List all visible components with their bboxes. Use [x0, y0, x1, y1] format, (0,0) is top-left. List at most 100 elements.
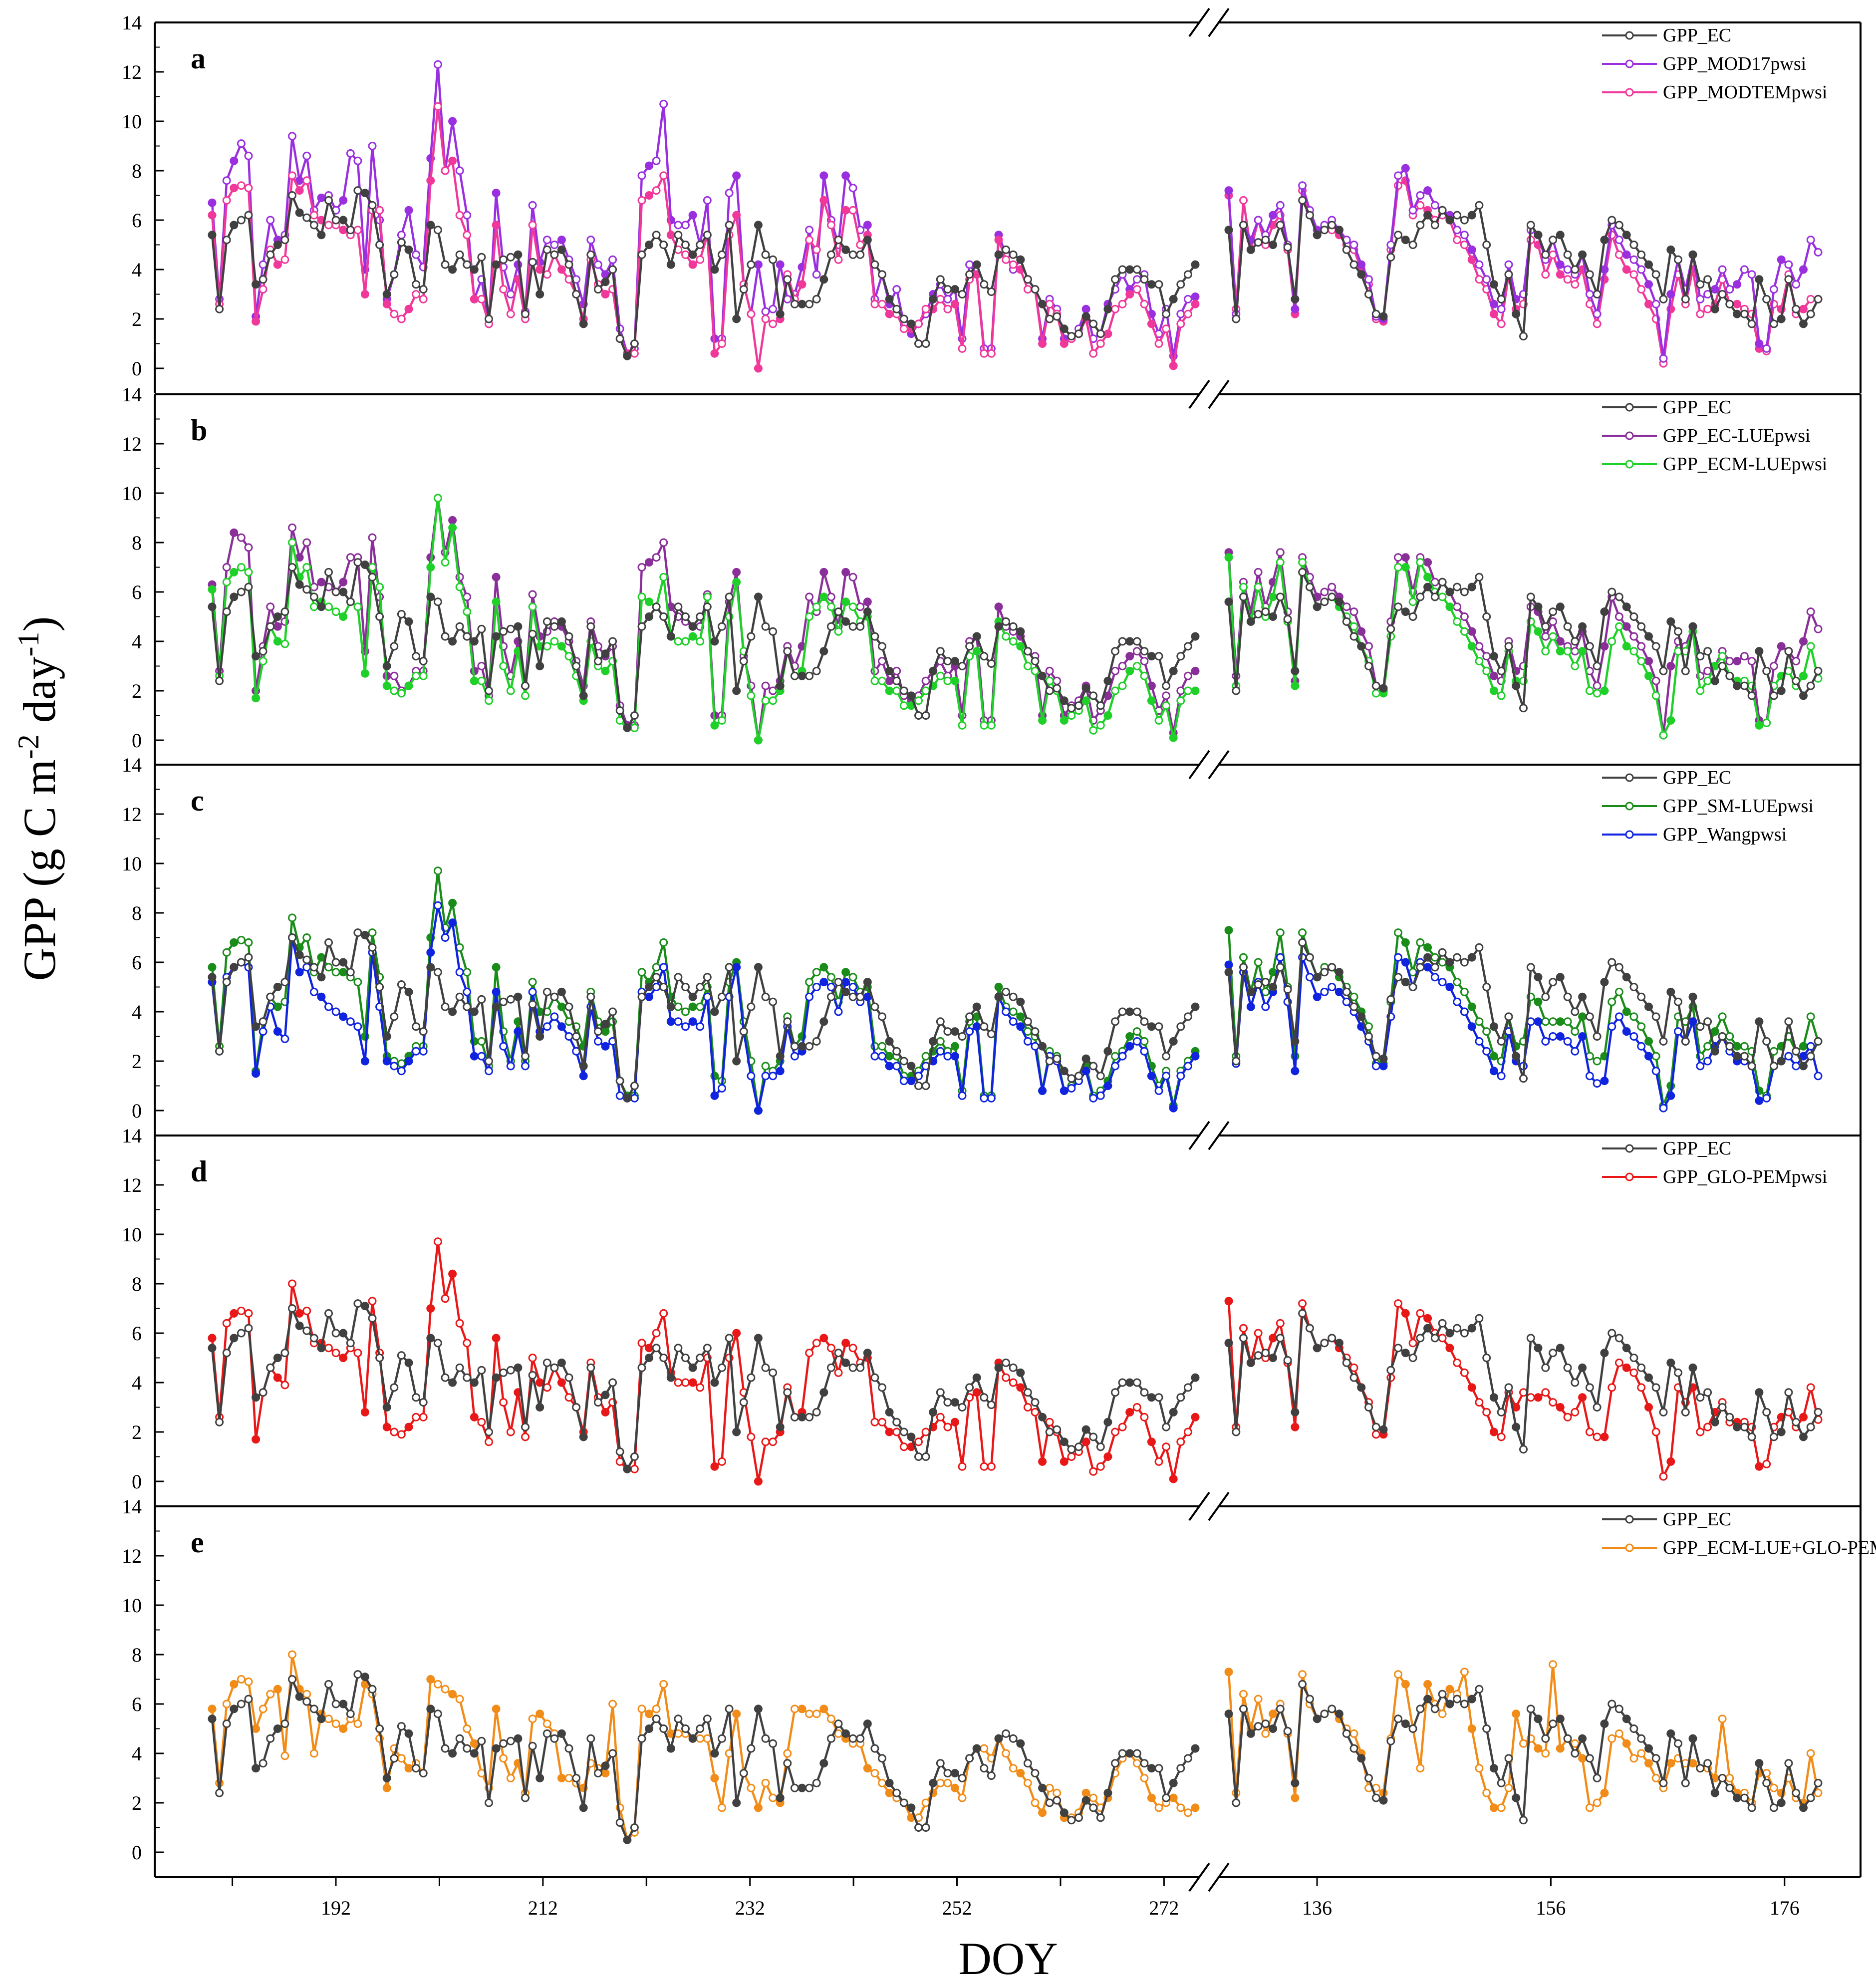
series-ec-left-point [958, 1774, 967, 1782]
series-ec-right-point [1769, 319, 1778, 328]
series-wang-right-point [1335, 987, 1343, 996]
series-modtem-left-point [528, 221, 537, 230]
series-ec-right-point [1371, 1793, 1380, 1802]
series-smlue-right-point [1482, 1027, 1491, 1036]
series-combo-right-point [1556, 1744, 1565, 1753]
series-ec-right-point [1777, 1798, 1786, 1807]
series-wang-right-point [1666, 1091, 1675, 1100]
series-ec-left-point [557, 245, 566, 254]
series-ec-left-point [761, 622, 770, 631]
series-ec-left-point [572, 290, 581, 298]
series-ec-left-point [1089, 691, 1098, 700]
series-ec-left-point [1023, 647, 1032, 656]
y-tick-label: 10 [122, 1223, 142, 1246]
series-ec-left-point [542, 987, 551, 996]
series-ec-left-point [1023, 1017, 1032, 1026]
series-ec-right-point [1371, 309, 1380, 318]
series-ecmlue-right-point [1371, 689, 1380, 698]
series-glopem-right-point [1489, 1427, 1498, 1436]
series-combo-left-point [1002, 1749, 1011, 1758]
series-ec-right-point [1401, 1349, 1410, 1358]
series-ec-left-point [215, 1047, 224, 1056]
series-ec-right-point [1674, 1368, 1682, 1377]
series-ecmlue-left-point [324, 602, 333, 611]
series-ec-right-point [1681, 1408, 1690, 1417]
series-glopem-left-point [339, 1354, 348, 1362]
series-wang-left-point [1169, 1104, 1178, 1113]
series-ec-left-point [674, 973, 683, 982]
series-wang-left-point [419, 1047, 428, 1056]
series-ec-left-point [972, 632, 981, 641]
series-ec-left-point [826, 1363, 835, 1372]
series-ec-right-point [1357, 270, 1366, 279]
series-ec-left-point [958, 290, 967, 298]
series-wang-right-point [1578, 1032, 1587, 1041]
series-ec-left-point [834, 1349, 843, 1358]
series-ec-right-point [1614, 1334, 1623, 1343]
series-ec-left-point [725, 592, 734, 601]
series-ecmlue-left-point [499, 662, 508, 670]
series-ec-left-point [848, 992, 857, 1001]
series-combo-right-point [1423, 1680, 1432, 1689]
series-ec-left-point [346, 968, 355, 977]
series-eclue-left-point [1162, 691, 1171, 700]
series-ec-right-point [1394, 1344, 1402, 1353]
series-ec-left-point [302, 955, 311, 964]
series-ec-right-point [1276, 963, 1285, 972]
series-smlue-right-point [1423, 943, 1432, 952]
series-eclue-left-point [346, 553, 355, 562]
series-ec-right-point [1563, 1363, 1572, 1372]
series-ec-left-point [892, 1047, 901, 1056]
series-ec-left-point [360, 1673, 369, 1682]
series-ec-left-point [798, 1042, 806, 1051]
series-ec-right-point [1283, 1726, 1292, 1735]
series-mod17-right-point [1696, 294, 1705, 303]
series-mod17-left-point [237, 139, 246, 148]
series-ec-right-point [1453, 1324, 1462, 1333]
series-ec-left-point [215, 676, 224, 685]
series-ec-right-point [1814, 666, 1823, 675]
series-ec-right-point [1563, 1734, 1572, 1743]
series-ec-right-point [1608, 1700, 1616, 1708]
series-ec-left-point [630, 1082, 639, 1090]
series-modtem-left-point [899, 324, 908, 333]
series-ecmlue-left-point [390, 686, 399, 695]
series-ec-left-point [863, 978, 872, 987]
series-ec-left-point [266, 1363, 275, 1372]
series-ecmlue-right-point [1644, 671, 1653, 680]
series-ec-left-point [1132, 265, 1141, 274]
series-ecmlue-left-point [1176, 696, 1185, 705]
series-eclue-left-point [805, 592, 814, 601]
series-ec-left-point [1089, 1432, 1098, 1441]
series-eclue-right-point [1482, 652, 1491, 661]
series-glopem-left-point [914, 1437, 923, 1446]
series-ecmlue-left-point [208, 585, 217, 594]
series-glopem-right-point [1224, 1297, 1233, 1306]
series-wang-left-point [360, 1057, 369, 1066]
series-smlue-left-point [1125, 1032, 1134, 1041]
series-combo-left-point [288, 1650, 296, 1659]
series-ec-left-point [841, 617, 850, 626]
series-ec-left-point [353, 1670, 362, 1679]
series-ec-left-point [710, 1378, 719, 1387]
series-ec-left-point [994, 1363, 1003, 1372]
series-combo-left-point [878, 1778, 886, 1787]
series-wang-right-point [1556, 1032, 1565, 1041]
series-ec-left-point [463, 1373, 472, 1382]
series-ec-right-point [1320, 968, 1329, 977]
series-smlue-right-point [1549, 1017, 1558, 1026]
series-ec-left-point [448, 1378, 457, 1387]
series-glopem-left-point [899, 1442, 908, 1451]
series-glopem-left-point [761, 1437, 770, 1446]
series-wang-left-point [761, 1072, 770, 1081]
series-modtem-left-point [244, 184, 253, 193]
legend-swatch-marker [1625, 1172, 1634, 1181]
series-smlue-left-point [317, 953, 326, 962]
series-ecmlue-left-point [1038, 716, 1047, 725]
axis-break-top-gap [1201, 758, 1217, 772]
series-glopem-right-point [1269, 1334, 1278, 1343]
series-glopem-left-line [211, 1240, 1197, 1483]
series-combo-left-point [230, 1680, 239, 1689]
series-modtem-left-point [382, 299, 391, 308]
series-ec-left-point [324, 1680, 333, 1689]
